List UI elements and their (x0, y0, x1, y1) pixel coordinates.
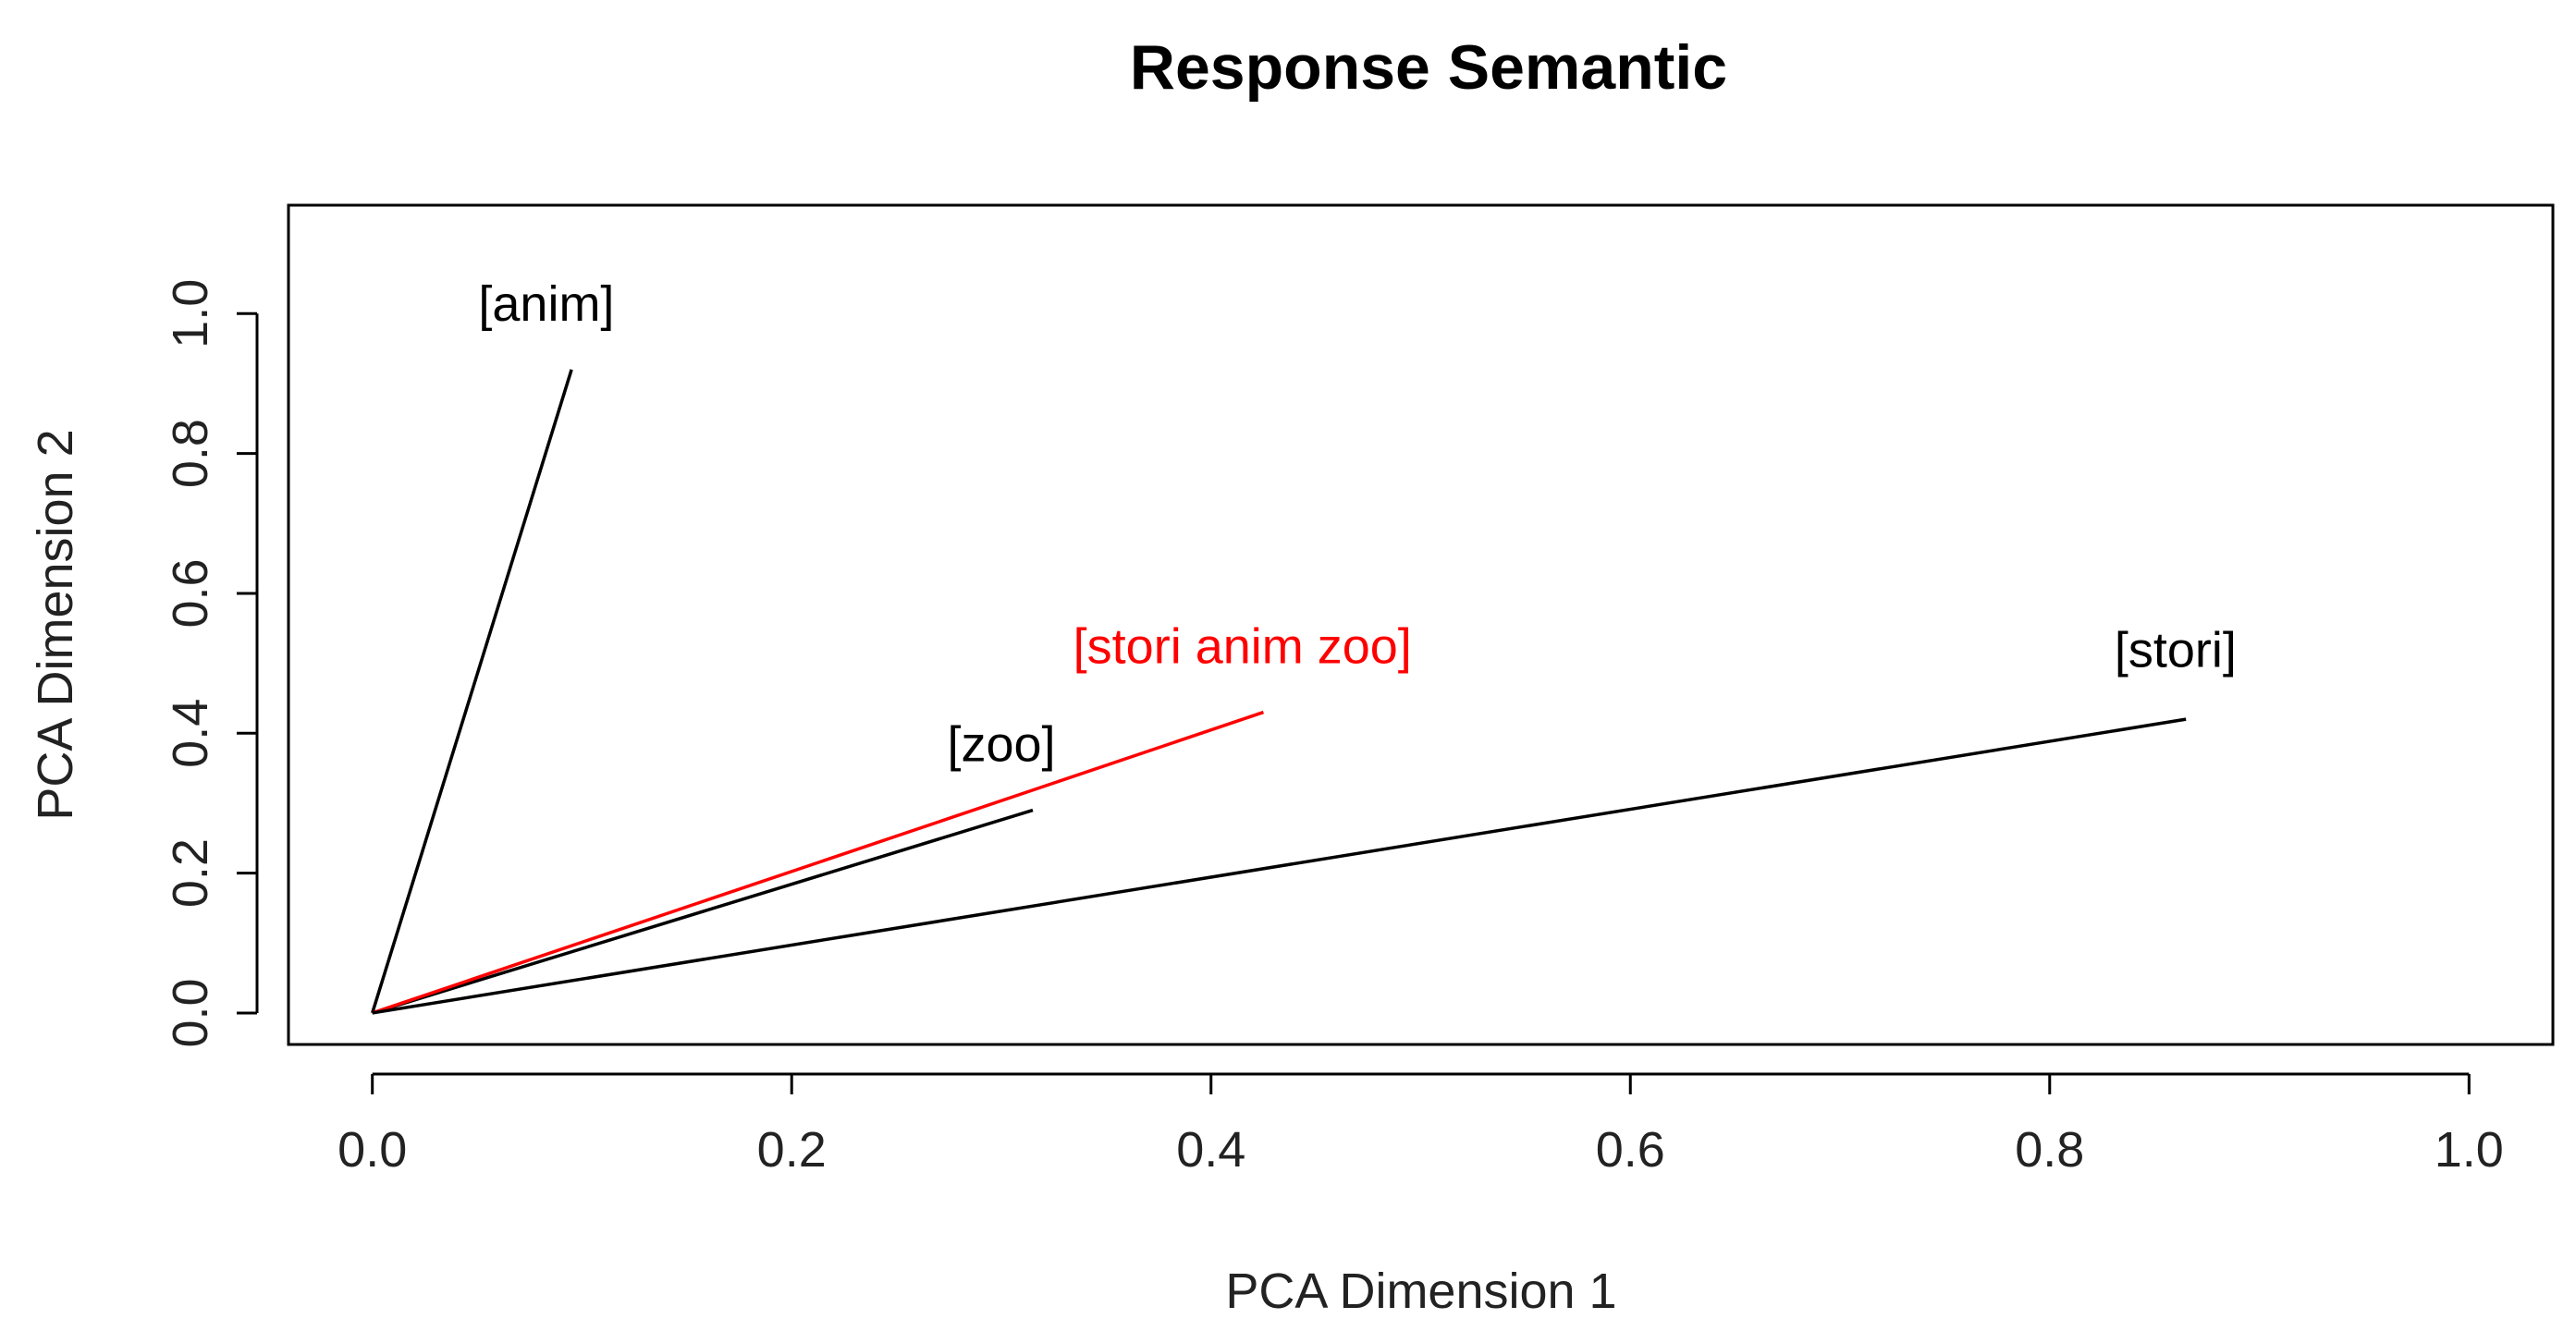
vector-label-1: [zoo] (947, 717, 1055, 773)
x-tick-label: 0.2 (757, 1122, 827, 1178)
vector-line-2 (372, 710, 1264, 1015)
series-layer: [anim] [zoo] [stori anim zoo] [stori] (371, 276, 2237, 1015)
x-tick-label: 0.0 (337, 1122, 407, 1178)
plot-frame (287, 203, 2555, 1046)
x-axis-label: PCA Dimension 1 (1225, 1264, 1616, 1319)
vector-label-2: [stori anim zoo] (1073, 619, 1412, 675)
vector-label-3: [stori] (2115, 622, 2237, 678)
vector-line-0 (371, 369, 573, 1014)
x-tick-label: 0.6 (1596, 1122, 1665, 1178)
vector-label-0: [anim] (478, 276, 614, 332)
y-tick-label: 0.2 (163, 838, 218, 908)
x-axis: 0.0 0.2 0.4 0.6 0.8 1.0 (337, 1072, 2504, 1178)
y-tick-label: 0.4 (163, 699, 218, 768)
vector-line-1 (372, 808, 1034, 1015)
x-tick-label: 0.4 (1176, 1122, 1245, 1178)
chart-title: Response Semantic (1130, 32, 1727, 103)
vector-line-3 (372, 717, 2187, 1015)
y-tick-label: 0.8 (163, 419, 218, 488)
y-tick-label: 1.0 (163, 279, 218, 348)
y-axis: 0.0 0.2 0.4 0.6 0.8 1.0 (163, 279, 259, 1047)
y-tick-label: 0.0 (163, 978, 218, 1047)
y-tick-label: 0.6 (163, 558, 218, 628)
x-tick-label: 0.8 (2015, 1122, 2084, 1178)
y-axis-label: PCA Dimension 2 (28, 429, 83, 820)
x-tick-label: 1.0 (2435, 1122, 2504, 1178)
